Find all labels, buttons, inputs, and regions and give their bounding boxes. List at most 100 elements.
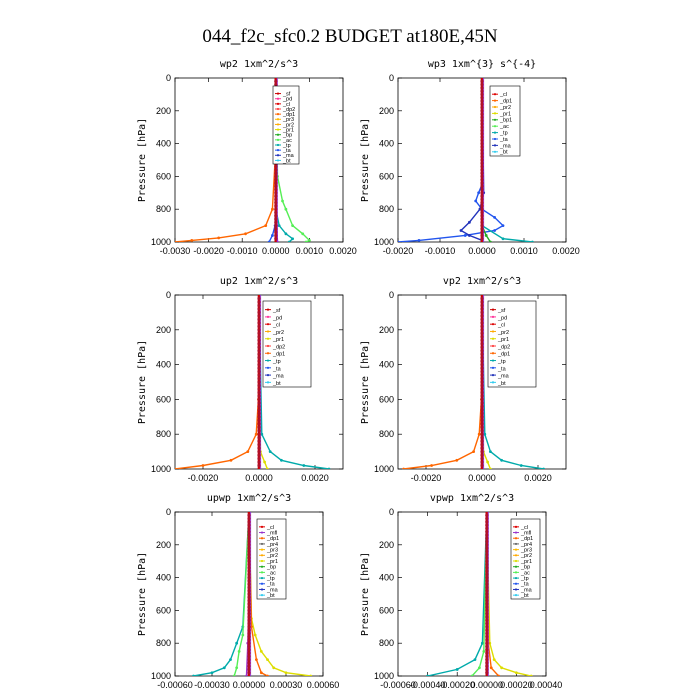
zero-stack-marker	[274, 224, 278, 228]
series-line-ma	[459, 78, 485, 242]
zero-stack-marker	[247, 651, 251, 655]
legend-entry: _bp	[282, 133, 292, 139]
series-marker-ma	[468, 220, 471, 224]
legend-entry: _pr4	[520, 542, 532, 548]
zero-stack-marker	[485, 543, 489, 547]
y-tick-label: 600	[379, 394, 394, 404]
zero-stack-marker	[247, 658, 251, 662]
series-marker-dp1	[175, 467, 177, 469]
legend-marker	[491, 373, 495, 377]
series-marker-tp	[229, 658, 232, 661]
series-marker-dp1	[190, 238, 194, 242]
x-tick-label: -0.00030	[194, 680, 230, 690]
series-marker-bp	[489, 240, 492, 242]
legend-marker	[493, 112, 497, 115]
y-tick-label: 400	[156, 360, 171, 370]
zero-stack-marker	[257, 328, 261, 332]
series-marker-pr1	[500, 666, 503, 670]
zero-stack-marker	[274, 207, 278, 211]
y-tick-label: 1000	[374, 237, 394, 247]
legend-entry: _cl	[266, 525, 274, 531]
zero-stack-marker	[480, 415, 484, 419]
zero-stack-marker	[257, 418, 261, 422]
series-marker-pr1	[309, 674, 313, 676]
zero-stack-marker	[480, 321, 484, 325]
panel-title: vp2 1xm^2/s^3	[443, 276, 521, 287]
series-marker-ta	[463, 234, 467, 237]
zero-stack-marker	[247, 635, 251, 639]
zero-stack-marker	[247, 546, 251, 550]
zero-stack-marker	[257, 380, 261, 384]
zero-stack-marker	[480, 102, 484, 106]
legend-marker	[493, 99, 497, 102]
panel-title: wp3 1xm^{3} s^{-4}	[428, 59, 536, 70]
zero-stack-marker	[480, 425, 484, 429]
zero-stack-marker	[247, 618, 251, 622]
series-marker-ta	[477, 191, 481, 195]
legend-entry: _ac	[499, 124, 509, 130]
legend-entry: _dp1	[282, 112, 295, 118]
x-tick-label: 0.0000	[468, 473, 496, 483]
series-marker-ta	[474, 199, 478, 203]
legend-entry: _pr2	[520, 553, 532, 559]
zero-stack-marker	[480, 352, 484, 356]
zero-stack-marker	[274, 204, 278, 208]
zero-stack-marker	[257, 317, 261, 321]
zero-stack-marker	[257, 303, 261, 308]
series-marker-tp	[291, 237, 294, 241]
legend-marker	[276, 92, 280, 95]
y-tick-label: 200	[156, 325, 171, 335]
legend-entry: _pr2	[497, 330, 509, 336]
y-tick-label: 800	[379, 429, 394, 439]
x-tick-label: 0.00030	[270, 680, 303, 690]
series-line-tp	[427, 512, 488, 676]
legend-entry: _pr2	[272, 330, 284, 336]
zero-stack-marker	[480, 145, 484, 149]
zero-stack-marker	[480, 184, 484, 188]
series-marker-tp	[277, 224, 281, 228]
zero-stack-marker	[480, 181, 484, 185]
zero-stack-marker	[485, 664, 489, 668]
legend-marker	[493, 118, 497, 121]
zero-stack-marker	[480, 328, 484, 332]
legend-entry: _ac	[266, 570, 276, 576]
series-marker-ta	[267, 240, 271, 242]
zero-stack-marker	[485, 598, 489, 603]
zero-stack-marker	[485, 526, 489, 531]
x-tick-label: 0.00040	[530, 680, 563, 690]
series-marker-ac	[478, 666, 481, 670]
series-marker-dp1	[244, 232, 247, 236]
y-tick-label: 0	[389, 73, 394, 83]
y-tick-label: 1000	[151, 464, 171, 474]
legend-entry: _dp2	[282, 107, 295, 113]
zero-stack-marker	[257, 463, 261, 468]
zero-stack-marker	[480, 224, 484, 228]
zero-stack-marker	[480, 463, 484, 468]
zero-stack-marker	[257, 369, 261, 374]
series-marker-ac	[482, 650, 486, 653]
legend-marker	[276, 154, 280, 157]
legend-marker	[266, 315, 270, 319]
zero-stack-marker	[480, 148, 484, 152]
series-marker-tp	[302, 464, 306, 467]
zero-stack-marker	[257, 460, 261, 464]
zero-stack-marker	[485, 615, 489, 619]
series-marker-dp1	[175, 240, 177, 242]
zero-stack-marker	[247, 539, 251, 544]
zero-stack-marker	[485, 661, 489, 665]
legend-marker	[491, 344, 495, 348]
legend-entry: _mfl	[266, 530, 277, 536]
series-marker-pr1	[515, 671, 518, 675]
legend-entry: _sf	[272, 308, 281, 314]
x-tick-label: 0.0000	[245, 473, 273, 483]
series-marker-ma	[459, 229, 463, 232]
legend-marker	[514, 576, 518, 580]
legend-entry: _tp	[282, 143, 291, 149]
zero-stack-marker	[480, 296, 484, 301]
zero-stack-marker	[480, 418, 484, 422]
series-marker-pr1	[272, 666, 276, 670]
legend-entry: _pr2	[266, 553, 278, 559]
zero-stack-marker	[257, 397, 261, 401]
legend-entry: _pr3	[266, 548, 278, 554]
zero-stack-marker	[274, 220, 278, 224]
